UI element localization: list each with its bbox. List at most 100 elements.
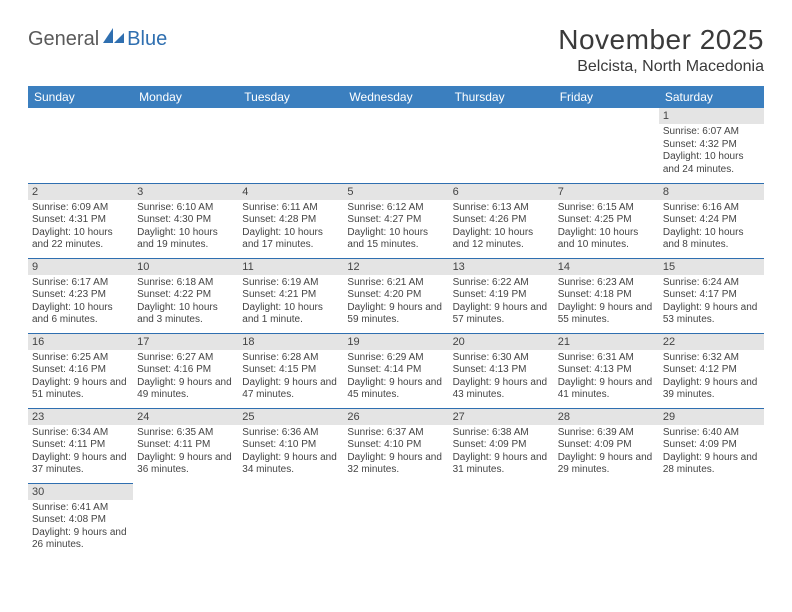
- day-details: Sunrise: 6:35 AMSunset: 4:11 PMDaylight:…: [133, 425, 238, 480]
- sunset-text: Sunset: 4:28 PM: [242, 214, 339, 227]
- daylight-text: Daylight: 9 hours and 28 minutes.: [663, 452, 760, 477]
- day-details: Sunrise: 6:39 AMSunset: 4:09 PMDaylight:…: [554, 425, 659, 480]
- daylight-text: Daylight: 9 hours and 41 minutes.: [558, 377, 655, 402]
- sunset-text: Sunset: 4:17 PM: [663, 289, 760, 302]
- day-number: 1: [659, 108, 764, 124]
- sunrise-text: Sunrise: 6:16 AM: [663, 202, 760, 215]
- sunrise-text: Sunrise: 6:18 AM: [137, 277, 234, 290]
- day-number: 22: [659, 334, 764, 350]
- calendar-cell: 12Sunrise: 6:21 AMSunset: 4:20 PMDayligh…: [343, 258, 448, 333]
- calendar-cell: 3Sunrise: 6:10 AMSunset: 4:30 PMDaylight…: [133, 183, 238, 258]
- day-details: Sunrise: 6:28 AMSunset: 4:15 PMDaylight:…: [238, 350, 343, 405]
- sunrise-text: Sunrise: 6:30 AM: [453, 352, 550, 365]
- sunset-text: Sunset: 4:18 PM: [558, 289, 655, 302]
- daylight-text: Daylight: 9 hours and 36 minutes.: [137, 452, 234, 477]
- sunset-text: Sunset: 4:19 PM: [453, 289, 550, 302]
- sunrise-text: Sunrise: 6:10 AM: [137, 202, 234, 215]
- sunset-text: Sunset: 4:09 PM: [453, 439, 550, 452]
- calendar-cell: [449, 108, 554, 183]
- day-number: 2: [28, 184, 133, 200]
- calendar-week: 16Sunrise: 6:25 AMSunset: 4:16 PMDayligh…: [28, 333, 764, 408]
- logo-text-blue: Blue: [127, 28, 167, 51]
- day-number: 12: [343, 259, 448, 275]
- calendar-cell: 7Sunrise: 6:15 AMSunset: 4:25 PMDaylight…: [554, 183, 659, 258]
- day-details: Sunrise: 6:19 AMSunset: 4:21 PMDaylight:…: [238, 275, 343, 330]
- day-details: Sunrise: 6:10 AMSunset: 4:30 PMDaylight:…: [133, 200, 238, 255]
- daylight-text: Daylight: 9 hours and 53 minutes.: [663, 302, 760, 327]
- sunrise-text: Sunrise: 6:27 AM: [137, 352, 234, 365]
- calendar-cell: [238, 108, 343, 183]
- daylight-text: Daylight: 9 hours and 29 minutes.: [558, 452, 655, 477]
- logo-text-general: General: [28, 28, 99, 51]
- day-details: Sunrise: 6:13 AMSunset: 4:26 PMDaylight:…: [449, 200, 554, 255]
- sunrise-text: Sunrise: 6:37 AM: [347, 427, 444, 440]
- calendar-cell: [449, 483, 554, 558]
- daylight-text: Daylight: 9 hours and 49 minutes.: [137, 377, 234, 402]
- sunrise-text: Sunrise: 6:17 AM: [32, 277, 129, 290]
- day-details: Sunrise: 6:40 AMSunset: 4:09 PMDaylight:…: [659, 425, 764, 480]
- sunset-text: Sunset: 4:22 PM: [137, 289, 234, 302]
- calendar-cell: [554, 108, 659, 183]
- day-number: 15: [659, 259, 764, 275]
- calendar-cell: 26Sunrise: 6:37 AMSunset: 4:10 PMDayligh…: [343, 408, 448, 483]
- day-details: Sunrise: 6:27 AMSunset: 4:16 PMDaylight:…: [133, 350, 238, 405]
- calendar-week: 30Sunrise: 6:41 AMSunset: 4:08 PMDayligh…: [28, 483, 764, 558]
- day-number: 26: [343, 409, 448, 425]
- daylight-text: Daylight: 9 hours and 55 minutes.: [558, 302, 655, 327]
- sunrise-text: Sunrise: 6:36 AM: [242, 427, 339, 440]
- calendar-cell: 5Sunrise: 6:12 AMSunset: 4:27 PMDaylight…: [343, 183, 448, 258]
- daylight-text: Daylight: 10 hours and 8 minutes.: [663, 227, 760, 252]
- sunset-text: Sunset: 4:23 PM: [32, 289, 129, 302]
- calendar-cell: [659, 483, 764, 558]
- calendar-cell: 21Sunrise: 6:31 AMSunset: 4:13 PMDayligh…: [554, 333, 659, 408]
- location-label: Belcista, North Macedonia: [558, 58, 764, 76]
- day-details: Sunrise: 6:29 AMSunset: 4:14 PMDaylight:…: [343, 350, 448, 405]
- calendar-cell: 23Sunrise: 6:34 AMSunset: 4:11 PMDayligh…: [28, 408, 133, 483]
- day-details: Sunrise: 6:32 AMSunset: 4:12 PMDaylight:…: [659, 350, 764, 405]
- day-number: 21: [554, 334, 659, 350]
- calendar-page: General Blue November 2025 Belcista, Nor…: [0, 0, 792, 570]
- day-details: Sunrise: 6:34 AMSunset: 4:11 PMDaylight:…: [28, 425, 133, 480]
- day-details: Sunrise: 6:15 AMSunset: 4:25 PMDaylight:…: [554, 200, 659, 255]
- day-number: 27: [449, 409, 554, 425]
- sunset-text: Sunset: 4:20 PM: [347, 289, 444, 302]
- sunset-text: Sunset: 4:25 PM: [558, 214, 655, 227]
- sunset-text: Sunset: 4:09 PM: [558, 439, 655, 452]
- calendar-cell: 16Sunrise: 6:25 AMSunset: 4:16 PMDayligh…: [28, 333, 133, 408]
- calendar-cell: 28Sunrise: 6:39 AMSunset: 4:09 PMDayligh…: [554, 408, 659, 483]
- sunrise-text: Sunrise: 6:34 AM: [32, 427, 129, 440]
- calendar-cell: 22Sunrise: 6:32 AMSunset: 4:12 PMDayligh…: [659, 333, 764, 408]
- daylight-text: Daylight: 10 hours and 19 minutes.: [137, 227, 234, 252]
- calendar-cell: [343, 483, 448, 558]
- daylight-text: Daylight: 9 hours and 51 minutes.: [32, 377, 129, 402]
- day-header: Tuesday: [238, 86, 343, 108]
- day-number: 5: [343, 184, 448, 200]
- daylight-text: Daylight: 9 hours and 59 minutes.: [347, 302, 444, 327]
- daylight-text: Daylight: 10 hours and 1 minute.: [242, 302, 339, 327]
- day-details: Sunrise: 6:09 AMSunset: 4:31 PMDaylight:…: [28, 200, 133, 255]
- day-details: Sunrise: 6:22 AMSunset: 4:19 PMDaylight:…: [449, 275, 554, 330]
- calendar-cell: 8Sunrise: 6:16 AMSunset: 4:24 PMDaylight…: [659, 183, 764, 258]
- sunrise-text: Sunrise: 6:09 AM: [32, 202, 129, 215]
- day-header: Friday: [554, 86, 659, 108]
- day-details: Sunrise: 6:21 AMSunset: 4:20 PMDaylight:…: [343, 275, 448, 330]
- daylight-text: Daylight: 9 hours and 57 minutes.: [453, 302, 550, 327]
- day-number: 18: [238, 334, 343, 350]
- logo-sail-icon: [103, 28, 125, 44]
- calendar-cell: 27Sunrise: 6:38 AMSunset: 4:09 PMDayligh…: [449, 408, 554, 483]
- day-details: Sunrise: 6:11 AMSunset: 4:28 PMDaylight:…: [238, 200, 343, 255]
- calendar-cell: [238, 483, 343, 558]
- sunrise-text: Sunrise: 6:31 AM: [558, 352, 655, 365]
- calendar-week: 2Sunrise: 6:09 AMSunset: 4:31 PMDaylight…: [28, 183, 764, 258]
- sunset-text: Sunset: 4:11 PM: [32, 439, 129, 452]
- calendar-cell: 14Sunrise: 6:23 AMSunset: 4:18 PMDayligh…: [554, 258, 659, 333]
- daylight-text: Daylight: 10 hours and 6 minutes.: [32, 302, 129, 327]
- daylight-text: Daylight: 9 hours and 37 minutes.: [32, 452, 129, 477]
- day-details: Sunrise: 6:25 AMSunset: 4:16 PMDaylight:…: [28, 350, 133, 405]
- day-number: 25: [238, 409, 343, 425]
- sunrise-text: Sunrise: 6:12 AM: [347, 202, 444, 215]
- day-number: 7: [554, 184, 659, 200]
- day-number: 9: [28, 259, 133, 275]
- calendar-week: 23Sunrise: 6:34 AMSunset: 4:11 PMDayligh…: [28, 408, 764, 483]
- sunrise-text: Sunrise: 6:41 AM: [32, 502, 129, 515]
